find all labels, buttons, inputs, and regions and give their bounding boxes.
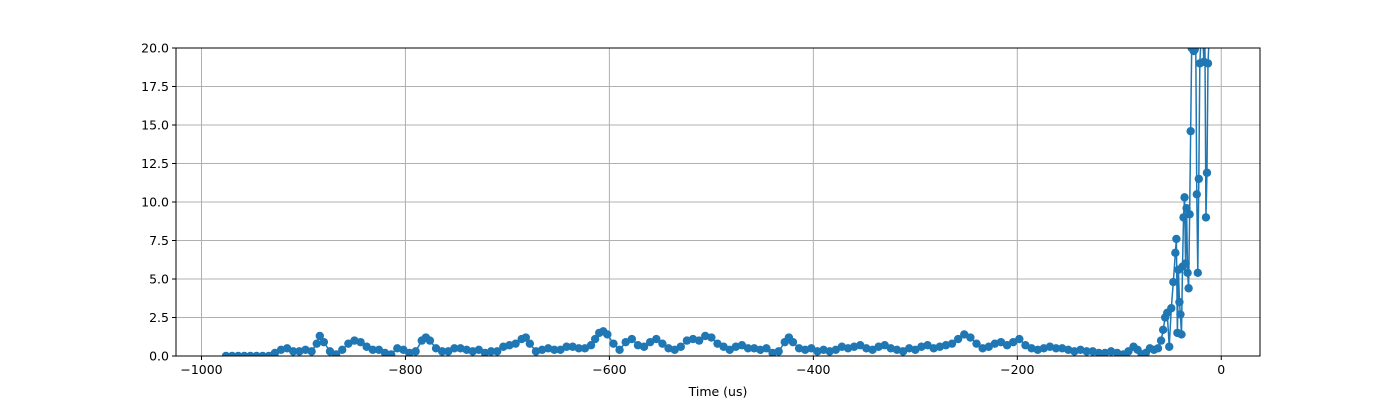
axis-ticks: −1000 −800 −600 −400 −200 0 0.0 2.5 5.0 7.5 10.0 12… (141, 41, 1225, 378)
data-point (1202, 168, 1212, 177)
data-point (1192, 190, 1201, 199)
data-point (315, 331, 324, 341)
data-point (493, 347, 502, 356)
y-tick-label: 5.0 (149, 272, 169, 287)
data-point (550, 345, 559, 355)
data-point (1172, 234, 1181, 244)
data-point (450, 344, 459, 353)
data-point (639, 342, 649, 351)
data-point (1185, 210, 1194, 219)
data-point (521, 333, 530, 342)
data-point (486, 347, 496, 356)
data-point (1158, 325, 1168, 335)
data-point (307, 347, 316, 356)
data-point (972, 339, 981, 348)
data-point (586, 341, 596, 350)
data-point (652, 334, 661, 344)
data-point (574, 344, 583, 353)
data-point (603, 330, 612, 339)
data-point (437, 347, 447, 356)
data-point (953, 334, 963, 344)
data-point (1153, 344, 1163, 353)
data-point (1171, 248, 1180, 258)
data-point (1176, 310, 1185, 319)
y-tick-label: 0.0 (149, 349, 169, 364)
data-point (331, 350, 341, 356)
data-point (1184, 284, 1193, 293)
data-point (966, 333, 975, 342)
data-point (319, 337, 329, 347)
data-point (312, 339, 321, 348)
y-tick-label: 2.5 (149, 310, 169, 325)
data-point (1094, 348, 1104, 356)
data-point (774, 347, 783, 356)
data-point (1156, 336, 1166, 345)
x-tick-label: −600 (592, 362, 626, 377)
data-point (947, 339, 957, 348)
data-point (368, 345, 378, 355)
x-tick-label: −200 (1000, 362, 1034, 377)
data-point (525, 339, 535, 348)
x-tick-label: −400 (796, 362, 830, 377)
data-point (1177, 330, 1186, 339)
data-point (1082, 347, 1091, 356)
data-point (411, 347, 420, 356)
data-point (1167, 304, 1176, 313)
data-point (386, 350, 396, 356)
data-point (627, 334, 637, 344)
data-point (1175, 297, 1184, 307)
data-point (676, 342, 685, 351)
y-tick-label: 10.0 (141, 195, 169, 210)
data-point (425, 336, 435, 345)
data-point (1165, 342, 1174, 351)
x-tick-label: −800 (388, 362, 422, 377)
data-point (1190, 48, 1199, 54)
y-tick-label: 20.0 (141, 41, 169, 56)
data-point (289, 347, 298, 356)
data-point (707, 333, 716, 342)
data-point (590, 334, 600, 344)
data-point (1180, 193, 1189, 202)
data-series (221, 48, 1213, 356)
data-point (562, 342, 571, 351)
y-tick-label: 12.5 (141, 156, 169, 171)
data-point (1183, 268, 1192, 278)
data-point (338, 345, 347, 355)
data-point (511, 339, 520, 348)
y-tick-label: 15.0 (141, 118, 169, 133)
y-tick-label: 17.5 (141, 79, 169, 94)
data-point (1015, 334, 1024, 344)
data-point (609, 339, 618, 348)
y-tick-label: 7.5 (149, 233, 169, 248)
data-point (694, 336, 704, 345)
data-point (788, 337, 798, 347)
data-point (743, 344, 753, 353)
x-tick-label: −1000 (180, 362, 222, 377)
data-point (658, 339, 667, 348)
data-point (1193, 268, 1202, 278)
x-axis-label: Time (us) (688, 384, 748, 399)
data-point (1169, 277, 1178, 287)
data-point (762, 344, 771, 353)
data-point (356, 337, 365, 347)
data-point (1051, 344, 1061, 353)
data-point (615, 345, 624, 355)
data-point (1181, 259, 1190, 268)
data-point (1194, 174, 1204, 184)
x-tick-label: 0 (1217, 362, 1225, 377)
data-point (1201, 213, 1211, 222)
data-point (1186, 126, 1195, 136)
data-point (1203, 59, 1213, 68)
